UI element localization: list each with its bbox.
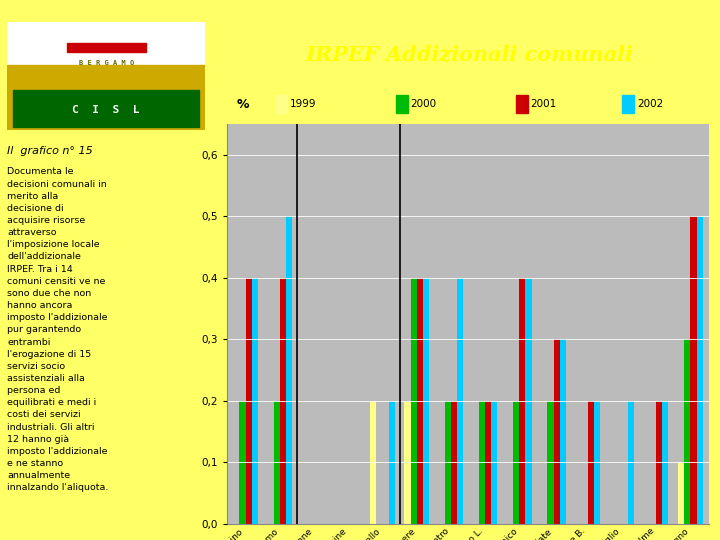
Bar — [7, 22, 205, 81]
Bar — [417, 278, 423, 524]
Bar — [554, 339, 559, 524]
Bar — [252, 278, 258, 524]
Bar — [274, 401, 280, 524]
Text: 2001: 2001 — [531, 99, 557, 109]
Bar — [7, 65, 205, 130]
Bar — [485, 401, 491, 524]
Bar — [479, 401, 485, 524]
Bar — [516, 95, 528, 113]
Bar — [526, 278, 531, 524]
Text: Documenta le
decisioni comunali in
merito alla
decisione di
acquisire risorse
at: Documenta le decisioni comunali in merit… — [7, 167, 109, 492]
Bar — [445, 401, 451, 524]
Bar — [423, 278, 429, 524]
Bar — [275, 95, 287, 113]
Bar — [662, 401, 668, 524]
Bar — [628, 401, 634, 524]
Text: %: % — [236, 98, 249, 111]
Bar — [547, 401, 554, 524]
Bar — [67, 43, 145, 52]
Bar — [656, 401, 662, 524]
Bar — [246, 278, 252, 524]
Bar — [370, 401, 377, 524]
Bar — [457, 278, 463, 524]
Bar — [491, 401, 498, 524]
Bar — [240, 401, 246, 524]
Text: 2000: 2000 — [410, 99, 436, 109]
Bar — [513, 401, 519, 524]
Bar — [684, 339, 690, 524]
Bar — [286, 217, 292, 524]
Bar — [280, 278, 286, 524]
Bar — [13, 90, 199, 127]
Bar — [396, 95, 408, 113]
Bar — [678, 462, 684, 524]
Bar — [389, 401, 395, 524]
Bar — [559, 339, 566, 524]
Text: C  I  S  L: C I S L — [73, 105, 140, 115]
Bar — [410, 278, 417, 524]
Bar — [588, 401, 594, 524]
Bar — [696, 217, 703, 524]
Text: Il  grafico n° 15: Il grafico n° 15 — [7, 146, 93, 156]
Bar — [519, 278, 526, 524]
Text: B E R G A M O: B E R G A M O — [78, 59, 134, 66]
Bar — [405, 401, 410, 524]
Text: 1999: 1999 — [289, 99, 316, 109]
Bar — [690, 217, 696, 524]
Bar — [622, 95, 634, 113]
Bar — [451, 401, 457, 524]
Text: IRPEF Addizionali comunali: IRPEF Addizionali comunali — [306, 44, 634, 64]
Bar — [594, 401, 600, 524]
Text: 2002: 2002 — [637, 99, 663, 109]
